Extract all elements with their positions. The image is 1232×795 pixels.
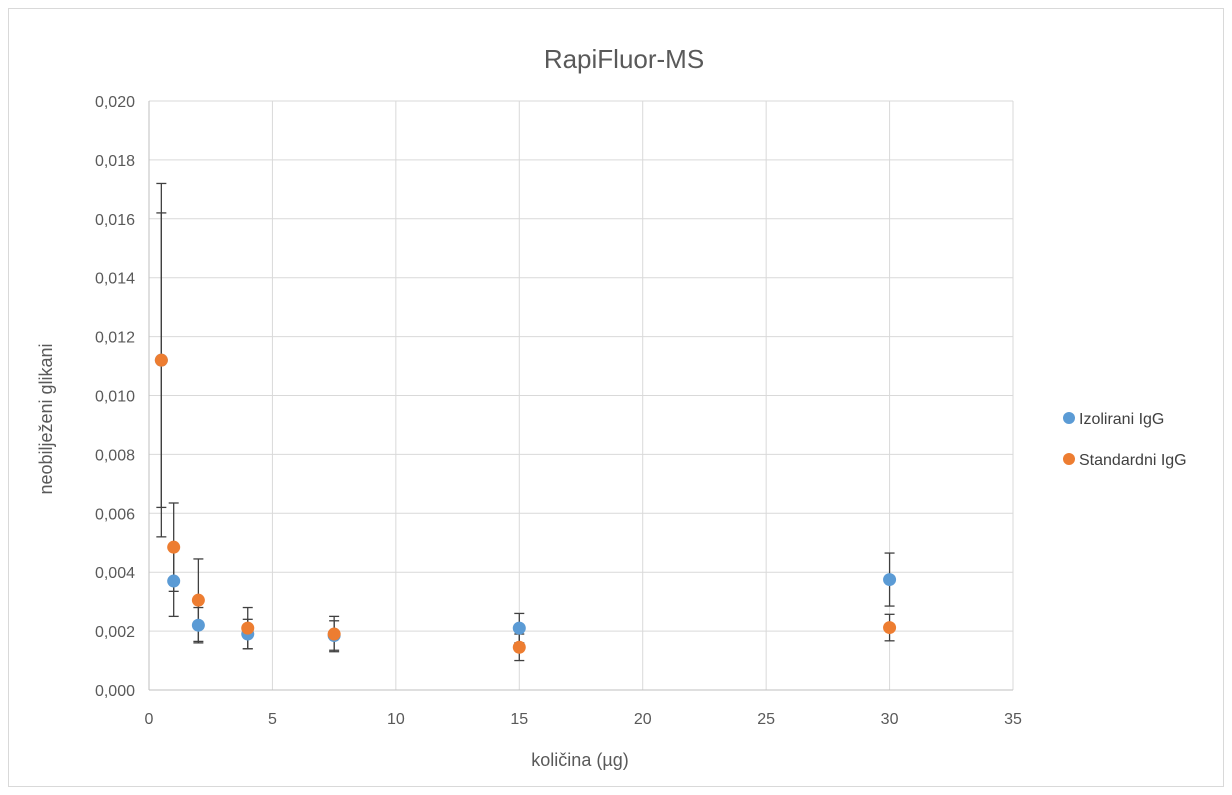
y-tick-label: 0,016 <box>95 212 135 229</box>
data-points <box>154 353 897 654</box>
y-tick-label: 0,010 <box>95 389 135 406</box>
x-tick-label: 35 <box>1004 711 1022 728</box>
x-tick-label: 5 <box>268 711 277 728</box>
y-tick-label: 0,004 <box>95 565 135 582</box>
legend: Izolirani IgG Standardni IgG <box>1063 411 1187 469</box>
x-tick-label: 15 <box>510 711 528 728</box>
chart-frame <box>8 8 1224 787</box>
gridlines <box>149 100 1014 690</box>
x-tick-label: 20 <box>634 711 652 728</box>
data-point-izolirani <box>167 574 181 588</box>
data-point-standardni <box>191 593 205 607</box>
y-tick-label: 0,012 <box>95 330 135 347</box>
legend-marker-standardni <box>1063 453 1075 465</box>
legend-label-standardni: Standardni IgG <box>1079 452 1187 469</box>
y-tick-label: 0,018 <box>95 153 135 170</box>
y-tick-label: 0,008 <box>95 447 135 464</box>
y-tick-label: 0,002 <box>95 624 135 641</box>
data-point-izolirani <box>512 621 526 635</box>
x-tick-label: 0 <box>145 711 154 728</box>
y-axis-label: neobilježeni glikani <box>36 343 56 494</box>
chart-title: RapiFluor-MS <box>544 44 704 74</box>
y-tick-label: 0,006 <box>95 506 135 523</box>
data-point-standardni <box>883 621 897 635</box>
data-point-standardni <box>154 353 168 367</box>
data-point-standardni <box>512 640 526 654</box>
y-tick-label: 0,020 <box>95 94 135 111</box>
y-tick-label: 0,000 <box>95 683 135 700</box>
y-tick-label: 0,014 <box>95 271 135 288</box>
legend-label-izolirani: Izolirani IgG <box>1079 411 1164 428</box>
data-point-standardni <box>167 540 181 554</box>
axes <box>148 101 1013 691</box>
data-point-izolirani <box>883 573 897 587</box>
error-bars <box>156 182 895 662</box>
x-tick-label: 30 <box>881 711 899 728</box>
data-point-standardni <box>327 627 341 641</box>
x-axis-label: količina (µg) <box>531 750 628 770</box>
data-point-izolirani <box>191 618 205 632</box>
x-tick-label: 25 <box>757 711 775 728</box>
data-point-standardni <box>241 621 255 635</box>
tick-labels: 0,000 0,002 0,004 0,006 0,008 0,010 0,012 0,014… <box>95 94 1022 728</box>
x-tick-label: 10 <box>387 711 405 728</box>
legend-marker-izolirani <box>1063 412 1075 424</box>
